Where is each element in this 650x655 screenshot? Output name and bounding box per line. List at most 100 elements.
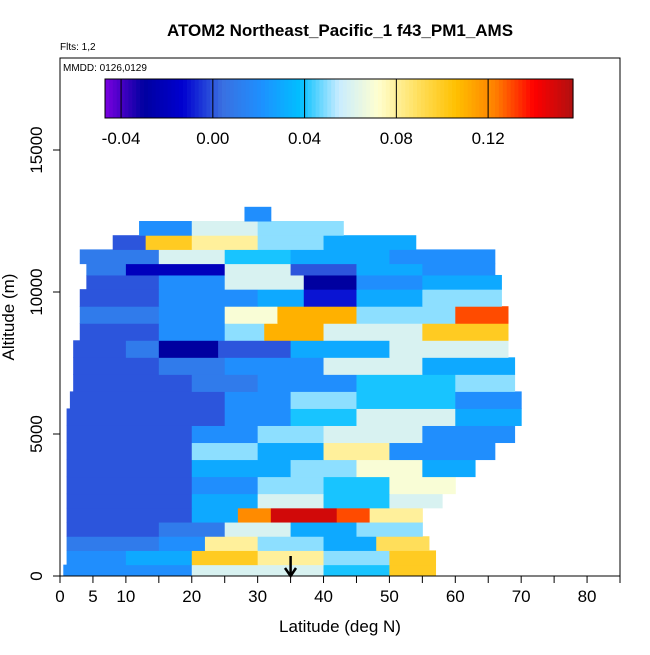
colorbar-swatch	[502, 79, 508, 118]
colorbar-swatch	[303, 79, 309, 118]
cell	[323, 442, 390, 461]
cell	[191, 476, 259, 495]
cell	[389, 550, 437, 566]
colorbar-tick-label: 0.12	[472, 129, 505, 148]
colorbar-swatch	[354, 79, 360, 118]
colorbar-swatch	[163, 79, 168, 118]
colorbar-swatch	[483, 79, 488, 118]
colorbar-swatch	[241, 79, 246, 118]
colorbar-swatch	[397, 79, 402, 118]
cell	[257, 235, 325, 250]
colorbar-swatch	[155, 79, 161, 118]
x-tick-label: 10	[116, 587, 135, 606]
cell	[389, 476, 456, 495]
cell	[455, 374, 516, 392]
colorbar-swatch	[549, 79, 555, 118]
x-tick-label: 50	[380, 587, 399, 606]
cell	[277, 306, 357, 324]
cell	[257, 221, 344, 236]
colorbar-swatch	[393, 79, 399, 118]
colorbar-swatch	[296, 79, 301, 118]
colorbar-swatch	[198, 79, 204, 118]
cell	[158, 249, 226, 265]
colorbar-swatch	[151, 79, 157, 118]
curtain	[63, 206, 522, 577]
colorbar-swatch	[346, 79, 352, 118]
cell	[204, 536, 259, 551]
colorbar-swatch	[288, 79, 293, 118]
colorbar-swatch	[432, 79, 438, 118]
cell	[145, 235, 193, 250]
colorbar-swatch	[339, 79, 344, 118]
cell	[191, 564, 259, 577]
colorbar-swatch	[257, 79, 262, 118]
cell	[125, 564, 193, 577]
colorbar-swatch	[475, 79, 480, 118]
cell	[66, 442, 193, 461]
cell	[158, 357, 226, 375]
cell	[224, 263, 292, 276]
colorbar-swatch	[261, 79, 266, 118]
cell	[389, 442, 496, 461]
colorbar-tick-label: 0.08	[380, 129, 413, 148]
colorbar-swatch	[498, 79, 504, 118]
cell	[66, 493, 193, 509]
colorbar-swatch	[378, 79, 383, 118]
cell	[244, 206, 272, 222]
cell	[323, 323, 423, 341]
cell	[73, 374, 193, 392]
cell	[224, 357, 325, 375]
colorbar-swatch	[413, 79, 418, 118]
cell	[257, 536, 325, 551]
cell	[323, 550, 390, 566]
cell	[290, 408, 357, 426]
cell	[422, 425, 516, 444]
y-tick-label: 10000	[27, 268, 46, 315]
colorbar-swatch	[190, 79, 196, 118]
colorbar-swatch	[522, 79, 527, 118]
colorbar-swatch	[268, 79, 274, 118]
cell	[323, 235, 417, 250]
colorbar-swatch	[225, 79, 231, 118]
colorbar-swatch	[417, 79, 422, 118]
cell	[422, 289, 502, 307]
y-tick-label: 15000	[27, 126, 46, 173]
cell	[323, 357, 423, 375]
cell	[290, 263, 357, 276]
cell	[303, 289, 357, 307]
cell	[158, 323, 226, 341]
cell	[86, 274, 160, 290]
colorbar-swatch	[183, 79, 188, 118]
cell	[191, 442, 259, 461]
cell	[264, 323, 325, 341]
colorbar-swatch	[374, 79, 379, 118]
colorbar-swatch	[358, 79, 363, 118]
colorbar-swatch	[335, 79, 340, 118]
colorbar-swatch	[428, 79, 434, 118]
x-tick-label: 5	[88, 587, 97, 606]
colorbar-swatch	[530, 79, 535, 118]
y-tick-label: 0	[27, 571, 46, 580]
colorbar-swatch	[518, 79, 523, 118]
x-tick-label: 20	[182, 587, 201, 606]
colorbar-swatch	[557, 79, 562, 118]
colorbar-swatch	[144, 79, 149, 118]
cell	[455, 391, 522, 409]
cell	[336, 507, 371, 523]
colorbar-swatch	[112, 79, 118, 118]
colorbar-swatch	[479, 79, 484, 118]
cell	[323, 564, 390, 577]
cell	[257, 476, 325, 495]
colorbar-swatch	[327, 79, 332, 118]
colorbar-swatch	[491, 79, 496, 118]
cell	[356, 306, 456, 324]
colorbar-tick-label: 0.00	[196, 129, 229, 148]
colorbar-swatch	[467, 79, 473, 118]
colorbar-swatch	[323, 79, 328, 118]
cell	[356, 459, 423, 478]
cell	[290, 249, 390, 265]
cell	[356, 522, 423, 537]
colorbar-swatch	[537, 79, 543, 118]
colorbar-swatch	[561, 79, 566, 118]
cell	[323, 493, 390, 509]
